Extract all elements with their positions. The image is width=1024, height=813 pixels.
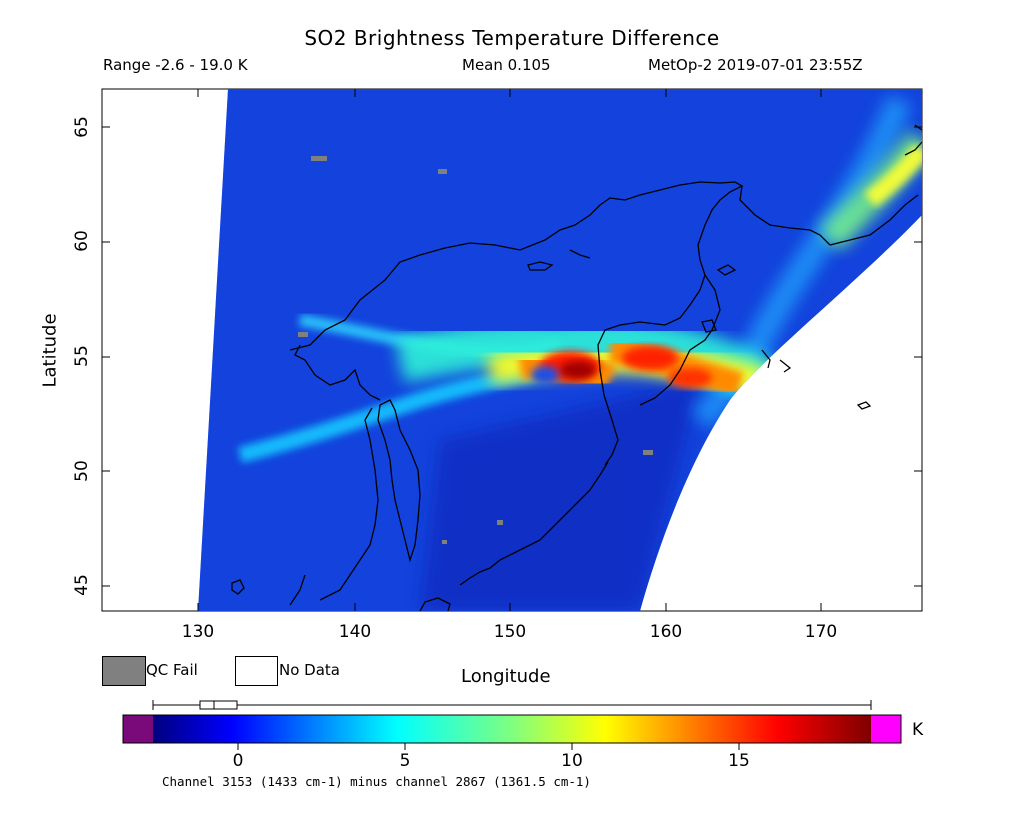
no-data-swatch	[235, 656, 278, 686]
range-text: Range -2.6 - 19.0 K	[103, 56, 248, 74]
x-tick-170: 170	[804, 622, 838, 642]
range-indicator	[152, 700, 872, 710]
coastlines	[231, 124, 923, 612]
colorbar-caption: Channel 3153 (1433 cm-1) minus channel 2…	[162, 774, 591, 789]
axis-ticks	[102, 89, 922, 611]
x-tick-150: 150	[493, 622, 527, 642]
satellite-text: MetOp-2 2019-07-01 23:55Z	[648, 56, 863, 74]
colorbar-tick-5: 5	[399, 751, 411, 771]
qc-fail-label: QC Fail	[146, 661, 198, 679]
map-title: SO2 Brightness Temperature Difference	[304, 26, 720, 50]
qc-fail-swatch	[102, 656, 146, 686]
x-tick-130: 130	[181, 622, 215, 642]
colorbar-unit: K	[912, 720, 924, 740]
colorbar	[122, 714, 902, 750]
colorbar-tick-0: 0	[232, 751, 244, 771]
colorbar-tick-10: 10	[561, 751, 583, 771]
mean-text: Mean 0.105	[462, 56, 551, 74]
colorbar-tick-15: 15	[728, 751, 750, 771]
x-tick-140: 140	[338, 622, 372, 642]
qc-fail-pixels	[298, 156, 653, 544]
no-data-label: No Data	[279, 661, 340, 679]
x-tick-160: 160	[649, 622, 683, 642]
x-axis-label: Longitude	[461, 666, 551, 687]
